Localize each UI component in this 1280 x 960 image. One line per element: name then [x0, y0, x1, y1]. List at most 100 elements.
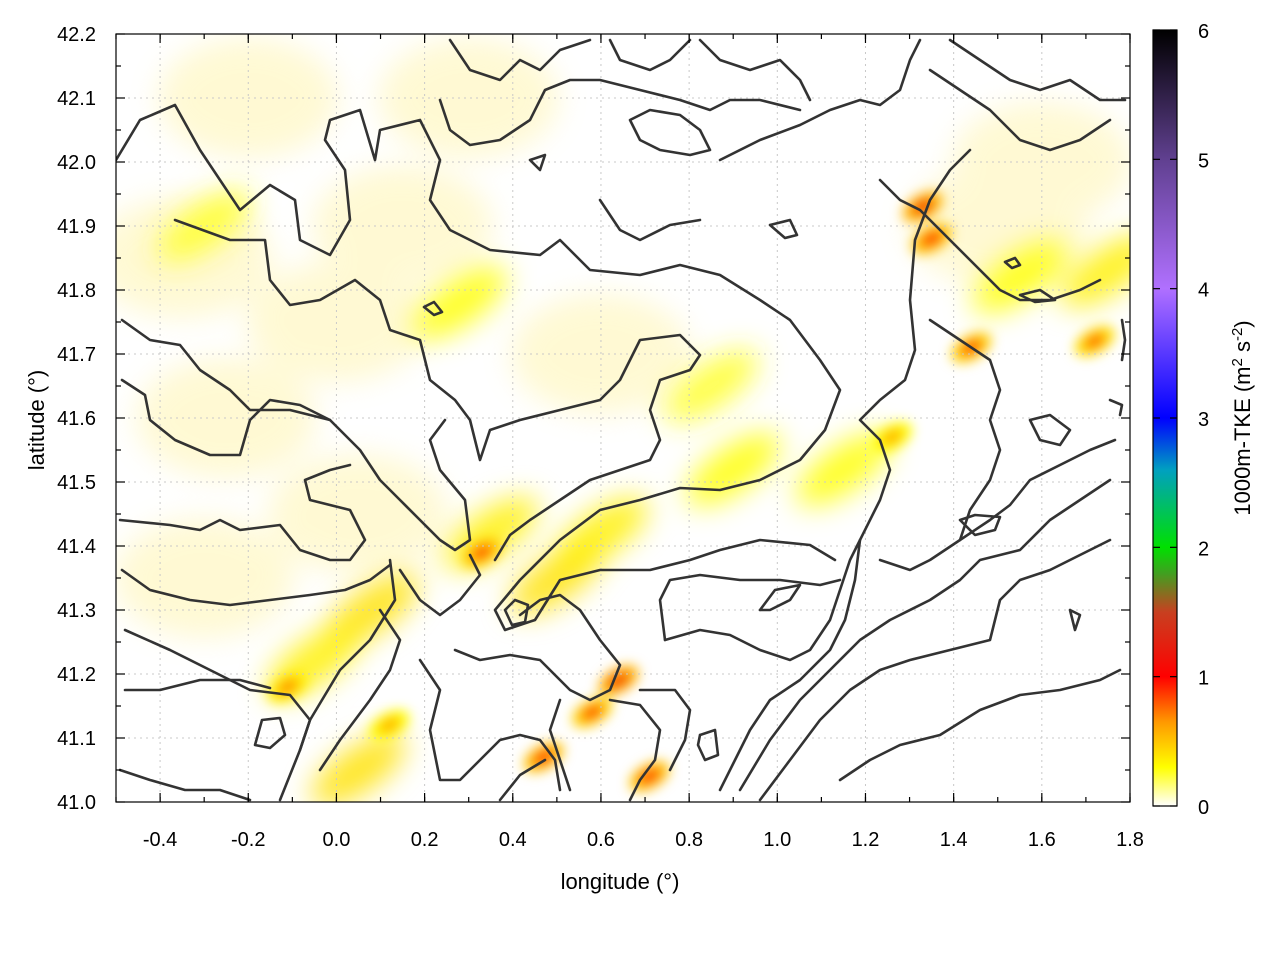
- y-tick-label: 41.3: [57, 600, 96, 622]
- contour-line: [663, 538, 862, 792]
- y-axis: 41.0 41.1 41.2 41.3 41.4 41.5 41.6 41.7 41.8 41.9…: [57, 24, 1130, 814]
- x-tick-label: 1.0: [763, 829, 791, 851]
- contour-line: [958, 513, 1002, 537]
- y-tick-label: 42.0: [57, 152, 96, 174]
- y-tick-label: 42.1: [57, 88, 96, 110]
- contour-line: [628, 108, 712, 157]
- contour-line: [503, 598, 530, 627]
- contour-line: [1028, 413, 1072, 447]
- y-tick-label: 41.5: [57, 472, 96, 494]
- tke-band: [311, 733, 406, 802]
- x-tick-label: 0.8: [675, 829, 703, 851]
- y-tick-label: 41.8: [57, 280, 96, 302]
- tke-band: [686, 432, 781, 506]
- contour-line: [658, 573, 842, 642]
- tke-spot: [471, 544, 493, 561]
- contour-line: [1003, 256, 1022, 270]
- tke-band: [664, 349, 758, 423]
- x-tick-label: 0.2: [411, 829, 439, 851]
- tke-band: [157, 189, 251, 263]
- x-tick-label: 0.0: [323, 829, 351, 851]
- contour-line: [120, 378, 332, 457]
- colorbar-tick-label: 0: [1198, 797, 1209, 819]
- contour-line: [1108, 398, 1124, 417]
- x-tick-label: 1.2: [852, 829, 880, 851]
- tke-band: [796, 432, 891, 506]
- y-tick-label: 41.2: [57, 664, 96, 686]
- contour-line: [768, 218, 799, 240]
- contour-line: [120, 318, 472, 552]
- contour-line: [318, 608, 402, 772]
- y-tick-label: 41.6: [57, 408, 96, 430]
- contour-line: [438, 78, 802, 147]
- tke-spot: [920, 230, 943, 247]
- contour-line: [758, 538, 1112, 802]
- contour-line: [948, 38, 1127, 102]
- x-axis-label: longitude (°): [561, 869, 680, 894]
- tke-spot: [378, 717, 401, 734]
- tke-spot: [581, 704, 603, 721]
- contour-line: [698, 38, 812, 102]
- colorbar-tick-label: 4: [1198, 280, 1209, 302]
- contour-line: [448, 38, 592, 82]
- x-tick-label: -0.2: [231, 829, 265, 851]
- x-axis: -0.4 -0.2 0.0 0.2 0.4 0.6 0.8 1.0 1.2 1.4 1.6 1.8: [115, 34, 1144, 851]
- contour-line: [422, 300, 444, 317]
- colorbar-tick-label: 1: [1198, 668, 1209, 690]
- y-tick-label: 41.4: [57, 536, 96, 558]
- y-axis-label: latitude (°): [24, 370, 49, 471]
- contour-line: [598, 198, 702, 242]
- contour-line: [928, 318, 1002, 542]
- contour-line: [498, 758, 547, 802]
- x-tick-label: 1.4: [940, 829, 968, 851]
- contour-line: [118, 768, 252, 802]
- contour-line: [608, 38, 692, 72]
- contour-line: [638, 688, 692, 772]
- x-tick-label: 0.6: [587, 829, 615, 851]
- contour-line: [838, 668, 1122, 782]
- contour-line: [608, 698, 662, 802]
- contour-line: [928, 68, 1112, 152]
- y-tick-label: 41.7: [57, 344, 96, 366]
- tke-spot: [1083, 333, 1106, 350]
- colorbar-tick-label: 6: [1198, 21, 1209, 43]
- contour-line: [398, 553, 482, 617]
- contour-line: [878, 438, 1117, 572]
- contour-line: [696, 728, 720, 762]
- contour-line: [528, 153, 547, 172]
- contour-line: [453, 593, 622, 702]
- x-tick-label: 1.8: [1116, 829, 1144, 851]
- contour-line: [1018, 288, 1057, 304]
- tke-band: [972, 240, 1067, 314]
- contour-line: [1120, 318, 1127, 362]
- contour-line: [118, 463, 367, 562]
- tke-spot: [277, 678, 299, 695]
- contour-line: [120, 563, 392, 607]
- contour-line: [718, 38, 922, 162]
- contour-line: [278, 558, 397, 802]
- x-tick-label: 0.4: [499, 829, 527, 851]
- colorbar-tick-label: 2: [1198, 538, 1209, 560]
- tke-spot: [881, 429, 903, 446]
- contour-line: [123, 678, 272, 692]
- contour-line: [878, 178, 1102, 302]
- tke-band: [413, 266, 507, 340]
- colorbar-tick-label: 5: [1198, 150, 1209, 172]
- contour-line: [738, 478, 1112, 792]
- y-tick-label: 41.1: [57, 728, 96, 750]
- tke-heat-layer: [116, 38, 1130, 802]
- y-tick-label: 41.0: [57, 792, 96, 814]
- contour-line: [253, 716, 287, 750]
- terrain-contours: [116, 38, 1127, 802]
- colorbar-tick-label: 3: [1198, 409, 1209, 431]
- contour-line: [758, 583, 802, 612]
- y-tick-label: 42.2: [57, 24, 96, 46]
- contour-line: [858, 148, 972, 542]
- contour-line: [548, 698, 572, 792]
- tke-spot: [638, 768, 661, 785]
- x-tick-label: -0.4: [143, 829, 177, 851]
- x-tick-label: 1.6: [1028, 829, 1056, 851]
- contour-line: [1068, 608, 1082, 632]
